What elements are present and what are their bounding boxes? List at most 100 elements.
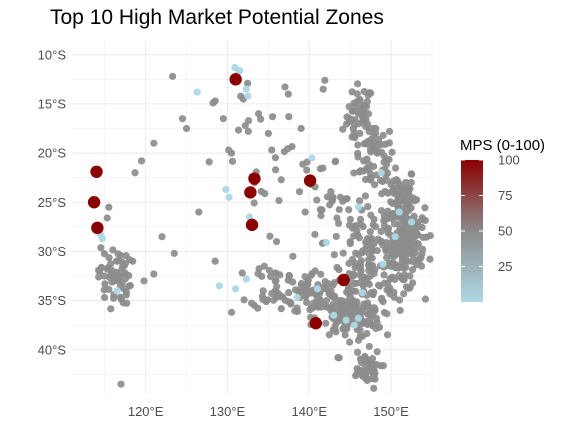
data-point <box>277 305 285 313</box>
data-point <box>359 115 367 124</box>
data-point <box>304 281 312 289</box>
data-point <box>284 145 292 153</box>
data-point <box>378 294 386 302</box>
y-tick-label: 40°S <box>38 342 67 357</box>
data-point-low-mps <box>342 316 350 324</box>
data-point <box>137 157 146 165</box>
data-point <box>277 176 285 184</box>
data-point <box>321 284 329 293</box>
data-point <box>331 322 339 330</box>
data-point <box>396 306 404 315</box>
data-point <box>353 370 361 378</box>
chart-title: Top 10 High Market Potential Zones <box>50 6 384 29</box>
data-point <box>353 348 362 356</box>
data-point <box>170 249 178 257</box>
color-bar <box>461 160 483 302</box>
data-point <box>345 206 353 214</box>
data-point <box>272 166 280 174</box>
data-point <box>387 198 395 206</box>
data-point <box>272 276 280 285</box>
data-point <box>121 275 129 283</box>
data-point <box>407 178 415 187</box>
data-point <box>335 307 343 315</box>
data-point <box>361 192 370 200</box>
data-point <box>426 255 434 263</box>
data-point <box>266 232 274 240</box>
data-point-low-mps <box>293 294 301 302</box>
data-point <box>356 271 364 279</box>
data-point <box>419 216 427 224</box>
data-point <box>97 263 106 271</box>
data-point <box>227 149 236 157</box>
data-point <box>268 113 277 121</box>
top-zone-point <box>91 221 104 235</box>
data-point <box>95 273 103 281</box>
data-point <box>131 169 139 177</box>
data-point <box>303 166 311 174</box>
data-point <box>386 262 395 270</box>
data-point <box>297 124 305 133</box>
data-point <box>400 264 408 272</box>
data-point <box>363 241 371 250</box>
data-point <box>334 354 342 362</box>
data-point <box>346 215 355 223</box>
data-point <box>367 211 375 219</box>
y-tick-label: 15°S <box>38 96 67 111</box>
data-point <box>100 250 108 258</box>
legend-title: MPS (0-100) <box>460 137 545 154</box>
data-point <box>362 358 370 366</box>
data-point <box>365 342 373 351</box>
data-point <box>370 384 378 392</box>
data-point <box>353 365 361 373</box>
data-point <box>258 292 267 300</box>
data-point <box>335 266 343 274</box>
data-point <box>374 235 382 243</box>
data-point <box>250 199 258 207</box>
data-point <box>354 250 363 259</box>
data-point <box>321 76 329 84</box>
data-point-low-mps <box>232 285 240 293</box>
data-point <box>150 270 158 278</box>
data-point <box>383 331 392 339</box>
data-point <box>350 232 358 240</box>
data-point <box>409 279 417 287</box>
data-point <box>383 176 391 184</box>
top-zone-point <box>245 218 259 232</box>
data-point <box>241 122 249 130</box>
data-point <box>390 220 399 228</box>
data-point <box>295 188 304 196</box>
data-point <box>211 97 219 105</box>
data-point <box>308 269 316 278</box>
data-point <box>402 239 410 247</box>
data-point-low-mps <box>395 208 403 216</box>
data-point <box>264 129 272 138</box>
data-point <box>373 148 381 156</box>
data-point <box>329 193 337 201</box>
data-point <box>247 299 256 307</box>
data-point <box>401 256 409 264</box>
y-tick-label: 30°S <box>38 244 67 259</box>
data-point <box>240 296 248 304</box>
data-point <box>376 176 385 185</box>
data-point-low-mps <box>377 169 385 177</box>
data-point <box>367 89 375 97</box>
data-point <box>272 237 281 246</box>
data-point <box>380 271 388 279</box>
data-point <box>396 186 404 194</box>
data-point <box>408 266 417 274</box>
data-point <box>101 280 109 288</box>
data-point <box>348 315 356 324</box>
data-point <box>365 280 373 288</box>
data-point <box>391 252 399 260</box>
data-point-low-mps <box>391 233 399 241</box>
data-point <box>354 141 362 149</box>
data-point <box>395 180 403 188</box>
data-point <box>367 174 375 182</box>
data-point <box>291 286 300 294</box>
data-point <box>381 187 389 196</box>
data-point <box>337 296 345 305</box>
data-point <box>421 295 430 303</box>
data-point <box>383 212 391 220</box>
data-point-low-mps <box>113 287 121 295</box>
data-point <box>117 295 125 304</box>
